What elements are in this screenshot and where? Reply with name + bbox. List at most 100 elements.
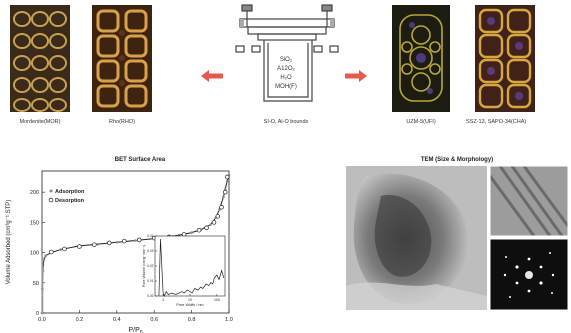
bet-desorption-point <box>122 238 127 244</box>
reactor-line-2: A12O₂ <box>277 66 295 72</box>
bet-adsorption-point <box>41 281 44 284</box>
bet-adsorption-point <box>41 258 44 261</box>
bet-y-tick-label: 0 <box>36 311 39 317</box>
bet-adsorption-point <box>41 256 44 259</box>
bet-legend-desorption-marker <box>48 197 54 203</box>
bet-inset-y-label: Pore Volume (cm³g⁻¹nm⁻¹) <box>142 245 146 287</box>
bet-adsorption-point <box>44 254 48 257</box>
bet-adsorption-point <box>41 302 44 306</box>
bet-inset-y-tick-label: 0.03 <box>147 249 153 253</box>
autoclave-icon <box>235 4 339 102</box>
bet-adsorption-point <box>41 297 44 300</box>
bet-chart-title: BET Surface Area <box>114 157 166 163</box>
bet-adsorption-point <box>190 231 193 234</box>
bet-adsorption-point <box>41 293 44 296</box>
bet-legend-adsorption-marker <box>49 189 53 193</box>
bet-desorption-point <box>211 220 217 225</box>
bet-adsorption-point <box>41 308 44 311</box>
bet-adsorption-point <box>41 272 44 275</box>
bet-inset-y-tick-label: 0.02 <box>147 264 153 268</box>
bet-adsorption-point <box>41 295 44 298</box>
bet-adsorption-point <box>41 275 44 279</box>
bet-adsorption-point <box>41 289 44 292</box>
bet-x-tick-label: 0.8 <box>188 317 196 323</box>
bet-x-tick-label: 0.0 <box>38 317 46 323</box>
framework-ufi-image <box>392 5 450 112</box>
bet-inset-x-tick-label: 100 <box>214 298 220 302</box>
bet-adsorption-point <box>225 179 229 183</box>
bet-adsorption-point <box>223 187 227 191</box>
tem-zoom-image <box>490 166 568 236</box>
reactor-line-4: MOH(F) <box>275 84 297 90</box>
bet-desorption-point <box>223 189 228 195</box>
bet-adsorption-point <box>41 306 44 310</box>
framework-ufi-label: UZM-5(UFI) <box>406 119 436 125</box>
bet-inset-x-tick-label: 1 <box>162 298 164 302</box>
bet-adsorption-point <box>41 285 44 288</box>
arrow-left-icon <box>201 70 223 82</box>
reactor-caption: SI-O, Al-O bounds <box>263 119 309 125</box>
bet-adsorption-point <box>222 195 225 199</box>
bet-desorption-point <box>196 227 202 233</box>
bet-desorption-point <box>77 244 82 249</box>
bet-legend-desorption: Desorption <box>55 198 85 204</box>
framework-cha-image <box>475 5 535 112</box>
bet-adsorption-point <box>41 310 44 313</box>
bet-adsorption-point <box>134 239 137 242</box>
bet-adsorption-point <box>41 270 44 273</box>
bet-adsorption-point <box>41 264 44 267</box>
bet-adsorption-point <box>59 248 62 251</box>
bet-adsorption-point <box>41 291 44 294</box>
arrow-right-icon <box>345 70 367 82</box>
bet-inset-frame <box>154 235 226 297</box>
bet-adsorption-point <box>41 283 44 286</box>
bet-inset-y-tick-label: 0.00 <box>147 294 153 298</box>
bet-legend-adsorption: Adsorption <box>55 189 85 195</box>
bet-y-tick-label: 50 <box>33 281 39 287</box>
bet-chart: 0.0 0.2 0.4 0.6 0.8 1.0 0 50 100 150 200 P/P0 Volume… <box>6 170 233 333</box>
bet-desorption-point <box>219 205 224 210</box>
bet-adsorption-point <box>41 273 44 277</box>
reactor-line-3: H₂O <box>280 75 292 81</box>
tem-main-image <box>346 166 487 310</box>
tem-title: TEM (Size & Morphology) <box>420 157 494 163</box>
bet-adsorption-point <box>41 266 44 269</box>
bet-x-tick-label: 0.2 <box>76 317 84 323</box>
bet-adsorption-point <box>115 241 119 244</box>
bet-x-tick-label: 0.4 <box>113 317 121 323</box>
framework-rho-image <box>92 5 152 112</box>
bet-inset-x-label: Pore Width / nm <box>176 303 203 307</box>
bet-inset-y-tick-label: 0.01 <box>147 279 153 283</box>
reactor-line-1: SiO₂ <box>279 57 293 63</box>
bet-adsorption-point <box>209 223 212 227</box>
bet-adsorption-point <box>41 262 44 265</box>
bet-adsorption-point <box>96 242 100 246</box>
bet-inset-y-tick-label: 0.04 <box>147 234 153 238</box>
bet-x-tick-label: 1.0 <box>225 317 233 323</box>
framework-rho-label: Rho(RHO) <box>109 119 135 125</box>
bet-y-tick-label: 100 <box>30 251 39 257</box>
bet-adsorption-point <box>41 287 44 290</box>
bet-adsorption-point <box>41 301 44 304</box>
bet-desorption-point <box>62 246 67 252</box>
bet-desorption-point <box>92 242 97 247</box>
bet-x-axis-label: P/P0 <box>128 327 142 333</box>
bet-x-tick-label: 0.6 <box>150 317 158 323</box>
bet-inset-line <box>158 238 225 297</box>
bet-adsorption-point <box>41 304 44 308</box>
bet-adsorption-point <box>41 299 44 302</box>
bet-desorption-point <box>49 249 54 255</box>
bet-y-axis-label: Volume Adsorbed (cm³g⁻¹ STP) <box>6 200 12 285</box>
bet-desorption-point <box>204 225 209 231</box>
bet-adsorption-point <box>41 279 44 282</box>
bet-y-tick-label: 150 <box>30 220 39 226</box>
tem-diffraction-image <box>490 239 568 310</box>
bet-desorption-point <box>136 237 142 243</box>
framework-mor-image <box>10 5 70 112</box>
bet-desorption-point <box>215 214 221 219</box>
bet-desorption-point <box>224 174 230 180</box>
bet-adsorption-line <box>41 175 230 314</box>
bet-adsorption-point <box>41 268 44 271</box>
bet-plot-frame <box>41 170 230 314</box>
bet-inset-x-tick-label: 10 <box>188 298 192 302</box>
